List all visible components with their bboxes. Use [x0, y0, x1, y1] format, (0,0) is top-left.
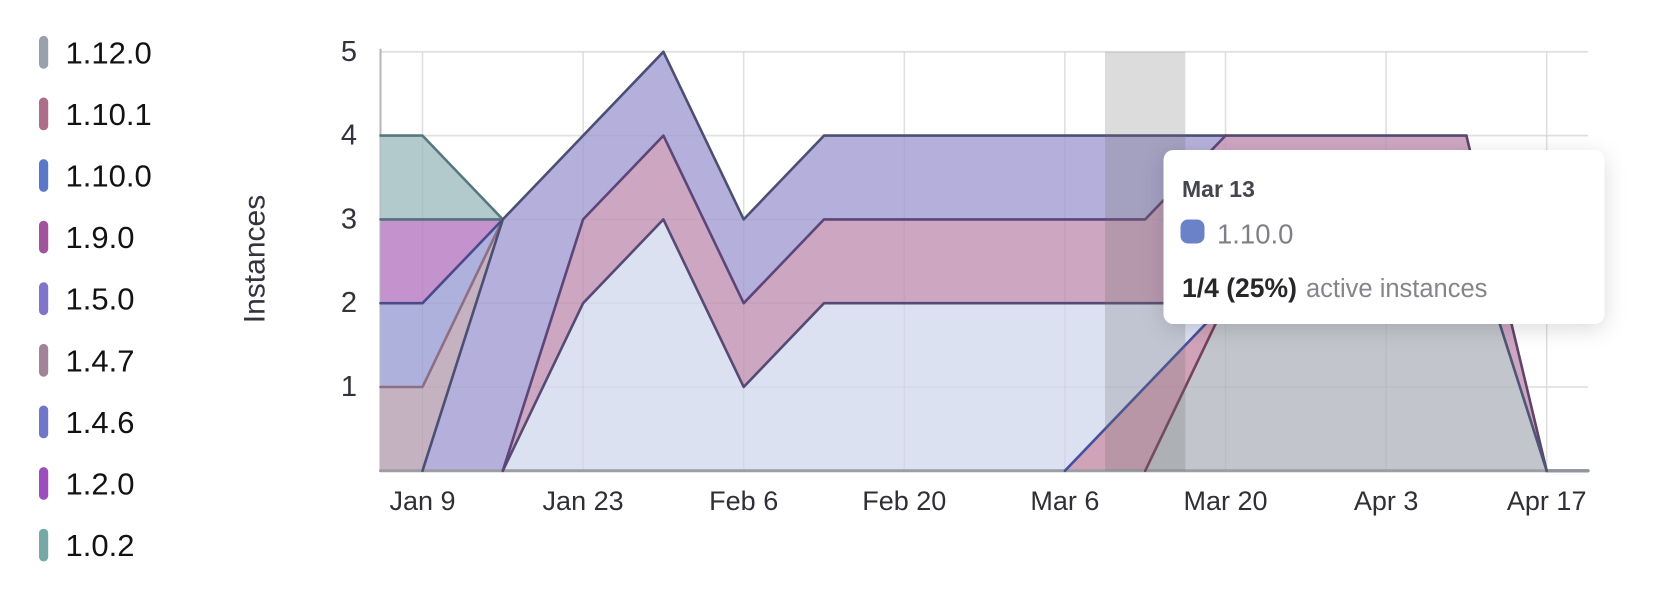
svg-text:1.5.0: 1.5.0	[66, 282, 135, 317]
svg-text:Jan 9: Jan 9	[389, 486, 455, 516]
svg-text:1.4.7: 1.4.7	[66, 343, 135, 378]
svg-text:Feb 6: Feb 6	[709, 486, 778, 516]
svg-text:Mar 13: Mar 13	[1182, 176, 1255, 202]
svg-text:1.10.0: 1.10.0	[1217, 219, 1293, 250]
svg-text:Jan 23: Jan 23	[543, 486, 624, 516]
svg-text:Mar 6: Mar 6	[1030, 486, 1099, 516]
svg-text:Mar 20: Mar 20	[1183, 486, 1267, 516]
svg-text:1.10.0: 1.10.0	[66, 159, 152, 194]
svg-text:Feb 20: Feb 20	[862, 486, 946, 516]
svg-text:1/4 (25%): 1/4 (25%)	[1182, 273, 1297, 303]
svg-text:2: 2	[341, 287, 357, 319]
svg-text:1.12.0: 1.12.0	[66, 35, 152, 70]
svg-text:1.0.2: 1.0.2	[66, 528, 135, 563]
svg-text:1.9.0: 1.9.0	[66, 220, 135, 255]
svg-text:Apr 3: Apr 3	[1354, 486, 1419, 516]
svg-text:5: 5	[341, 36, 357, 68]
svg-text:Apr 17: Apr 17	[1507, 486, 1587, 516]
svg-text:1.4.6: 1.4.6	[66, 405, 135, 440]
svg-text:Instances: Instances	[239, 195, 272, 323]
svg-text:3: 3	[341, 203, 357, 235]
svg-text:1.10.1: 1.10.1	[66, 97, 152, 132]
svg-text:active instances: active instances	[1306, 275, 1487, 303]
svg-text:1: 1	[341, 371, 357, 403]
svg-text:4: 4	[341, 120, 357, 152]
svg-text:1.2.0: 1.2.0	[66, 467, 135, 502]
